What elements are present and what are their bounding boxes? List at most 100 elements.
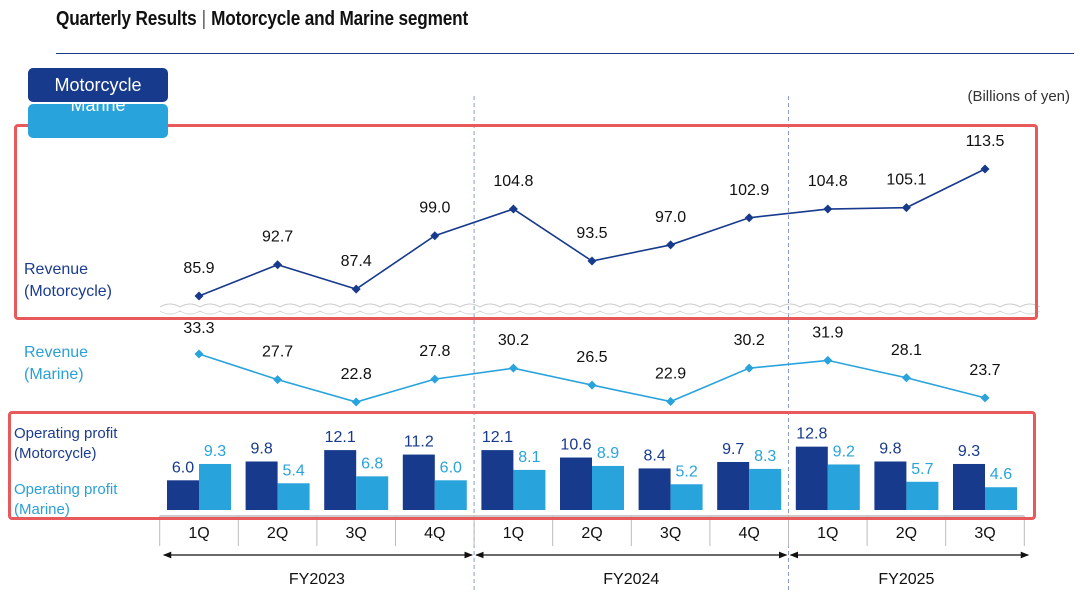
- row-label-revenue-marine-line1: Revenue: [24, 344, 89, 361]
- axis-break-wave-lower: [159, 310, 1041, 315]
- op-marine-label: 5.4: [282, 462, 304, 479]
- revenue-marine-label: 22.9: [655, 366, 686, 383]
- op-marine-bar: [592, 465, 624, 510]
- revenue-marine-label: 30.2: [498, 332, 529, 349]
- op-marine-bar: [356, 476, 389, 510]
- op-marine-label: 6.8: [361, 455, 383, 472]
- op-motorcycle-bar: [245, 461, 278, 510]
- revenue-marine-point: [980, 393, 990, 403]
- revenue-marine-label: 27.8: [419, 343, 450, 360]
- revenue-marine-point: [901, 373, 911, 383]
- revenue-motorcycle-label: 113.5: [966, 133, 1005, 150]
- op-motorcycle-bar: [953, 463, 985, 510]
- revenue-marine-label: 23.7: [969, 362, 1000, 379]
- revenue-marine-label: 33.3: [183, 320, 214, 337]
- revenue-marine-point: [744, 363, 754, 373]
- title-separator: |: [201, 8, 206, 30]
- x-tick-label: 3Q: [346, 525, 367, 542]
- revenue-marine-point: [508, 363, 518, 373]
- x-tick-label: 4Q: [424, 525, 445, 542]
- op-motorcycle-label: 9.7: [722, 441, 744, 458]
- unit-label: (Billions of yen): [967, 88, 1070, 105]
- revenue-motorcycle-point: [273, 260, 283, 270]
- op-motorcycle-bar: [874, 461, 907, 510]
- row-label-revenue-motorcycle-line2: (Motorcycle): [24, 283, 113, 300]
- revenue-motorcycle-point: [823, 204, 833, 214]
- row-label-op-motorcycle: Operating profit (Motorcycle): [14, 424, 117, 464]
- op-motorcycle-label: 12.8: [796, 426, 827, 443]
- revenue-marine-point: [430, 374, 440, 384]
- op-motorcycle-label: 9.8: [250, 440, 272, 457]
- op-motorcycle-bar: [638, 468, 671, 510]
- highlight-box-revenue-motorcycle: [14, 124, 1038, 320]
- row-label-op-motorcycle-line1: Operating profit: [14, 425, 118, 442]
- x-tick-label: 4Q: [739, 525, 760, 542]
- op-marine-bar: [985, 487, 1017, 510]
- revenue-motorcycle-point: [508, 204, 518, 214]
- revenue-marine-label: 31.9: [812, 324, 843, 341]
- op-motorcycle-label: 11.2: [404, 434, 434, 451]
- legend-marine: Marine: [28, 104, 168, 138]
- op-motorcycle-label: 12.1: [325, 429, 356, 446]
- op-motorcycle-bar: [717, 461, 750, 510]
- revenue-motorcycle-point: [901, 203, 911, 213]
- fiscal-year-label: FY2025: [878, 571, 934, 588]
- x-tick-label: 2Q: [267, 525, 288, 542]
- op-marine-bar: [277, 483, 310, 510]
- revenue-marine-point: [666, 397, 676, 407]
- op-marine-label: 8.1: [518, 449, 540, 466]
- op-motorcycle-bar: [560, 457, 592, 510]
- revenue-marine-point: [823, 355, 833, 365]
- row-label-op-motorcycle-line2: (Motorcycle): [14, 445, 97, 462]
- revenue-marine-point: [351, 397, 361, 407]
- fiscal-year-label: FY2024: [603, 571, 659, 588]
- op-motorcycle-bar: [795, 446, 828, 510]
- revenue-marine-point: [194, 349, 204, 359]
- op-motorcycle-bar: [481, 450, 514, 510]
- page-title: Quarterly Results | Motorcycle and Marine …: [56, 8, 468, 31]
- op-marine-label: 9.3: [204, 443, 226, 460]
- row-label-revenue-motorcycle: Revenue (Motorcycle): [24, 259, 112, 303]
- op-motorcycle-bar: [167, 480, 199, 510]
- op-motorcycle-label: 8.4: [643, 447, 665, 464]
- x-tick-label: 3Q: [660, 525, 681, 542]
- revenue-motorcycle-point: [194, 291, 204, 301]
- op-marine-label: 4.6: [990, 466, 1012, 483]
- revenue-motorcycle-point: [587, 256, 597, 266]
- revenue-motorcycle-label: 105.1: [886, 172, 926, 189]
- op-marine-label: 9.2: [833, 443, 855, 460]
- revenue-marine-label: 30.2: [734, 332, 765, 349]
- row-label-op-marine: Operating profit (Marine): [14, 480, 117, 520]
- revenue-marine-label: 22.8: [341, 366, 372, 383]
- revenue-motorcycle-label: 92.7: [262, 229, 293, 246]
- axis-break-wave: [159, 303, 1041, 308]
- x-tick-label: 2Q: [896, 525, 917, 542]
- revenue-marine-label: 27.7: [262, 344, 293, 361]
- revenue-motorcycle-label: 93.5: [576, 225, 607, 242]
- row-label-op-marine-line2: (Marine): [14, 501, 70, 518]
- revenue-motorcycle-label: 97.0: [655, 209, 686, 226]
- highlight-box-operating-profit: [8, 411, 1036, 520]
- op-motorcycle-label: 12.1: [482, 429, 513, 446]
- op-marine-bar: [827, 464, 860, 510]
- revenue-marine-point: [273, 375, 283, 385]
- row-label-revenue-motorcycle-line1: Revenue: [24, 261, 89, 278]
- op-marine-label: 8.3: [754, 448, 776, 465]
- op-motorcycle-bar: [324, 450, 357, 510]
- revenue-motorcycle-point: [351, 284, 361, 294]
- revenue-motorcycle-label: 104.8: [493, 173, 533, 190]
- op-marine-bar: [199, 463, 231, 510]
- op-marine-bar: [434, 480, 467, 510]
- op-marine-bar: [906, 481, 939, 510]
- row-label-revenue-marine: Revenue (Marine): [24, 342, 88, 386]
- x-tick-label: 1Q: [188, 525, 209, 542]
- row-label-op-marine-line1: Operating profit: [14, 481, 118, 498]
- op-marine-bar: [749, 468, 782, 510]
- op-motorcycle-label: 9.3: [958, 443, 980, 460]
- legend-marine-label: Marine: [70, 104, 126, 115]
- op-marine-bar: [670, 484, 703, 510]
- x-tick-label: 1Q: [817, 525, 838, 542]
- op-motorcycle-bar: [402, 454, 435, 510]
